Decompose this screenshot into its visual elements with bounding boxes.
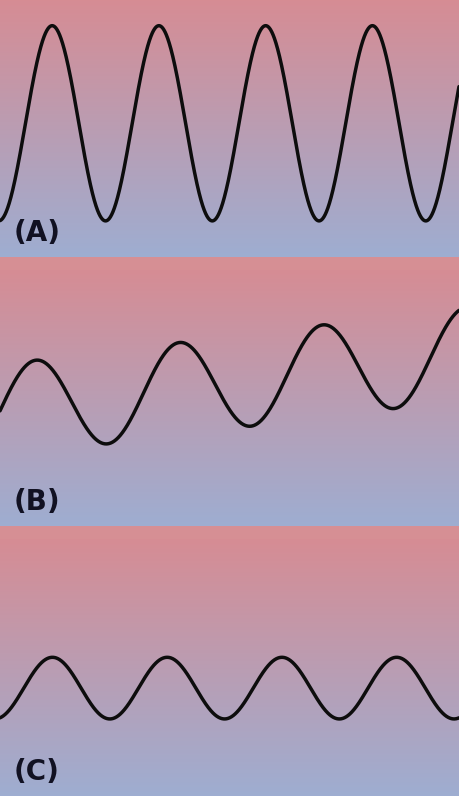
Text: (A): (A)	[14, 219, 61, 247]
Text: (B): (B)	[14, 488, 61, 516]
Text: (C): (C)	[14, 758, 60, 786]
